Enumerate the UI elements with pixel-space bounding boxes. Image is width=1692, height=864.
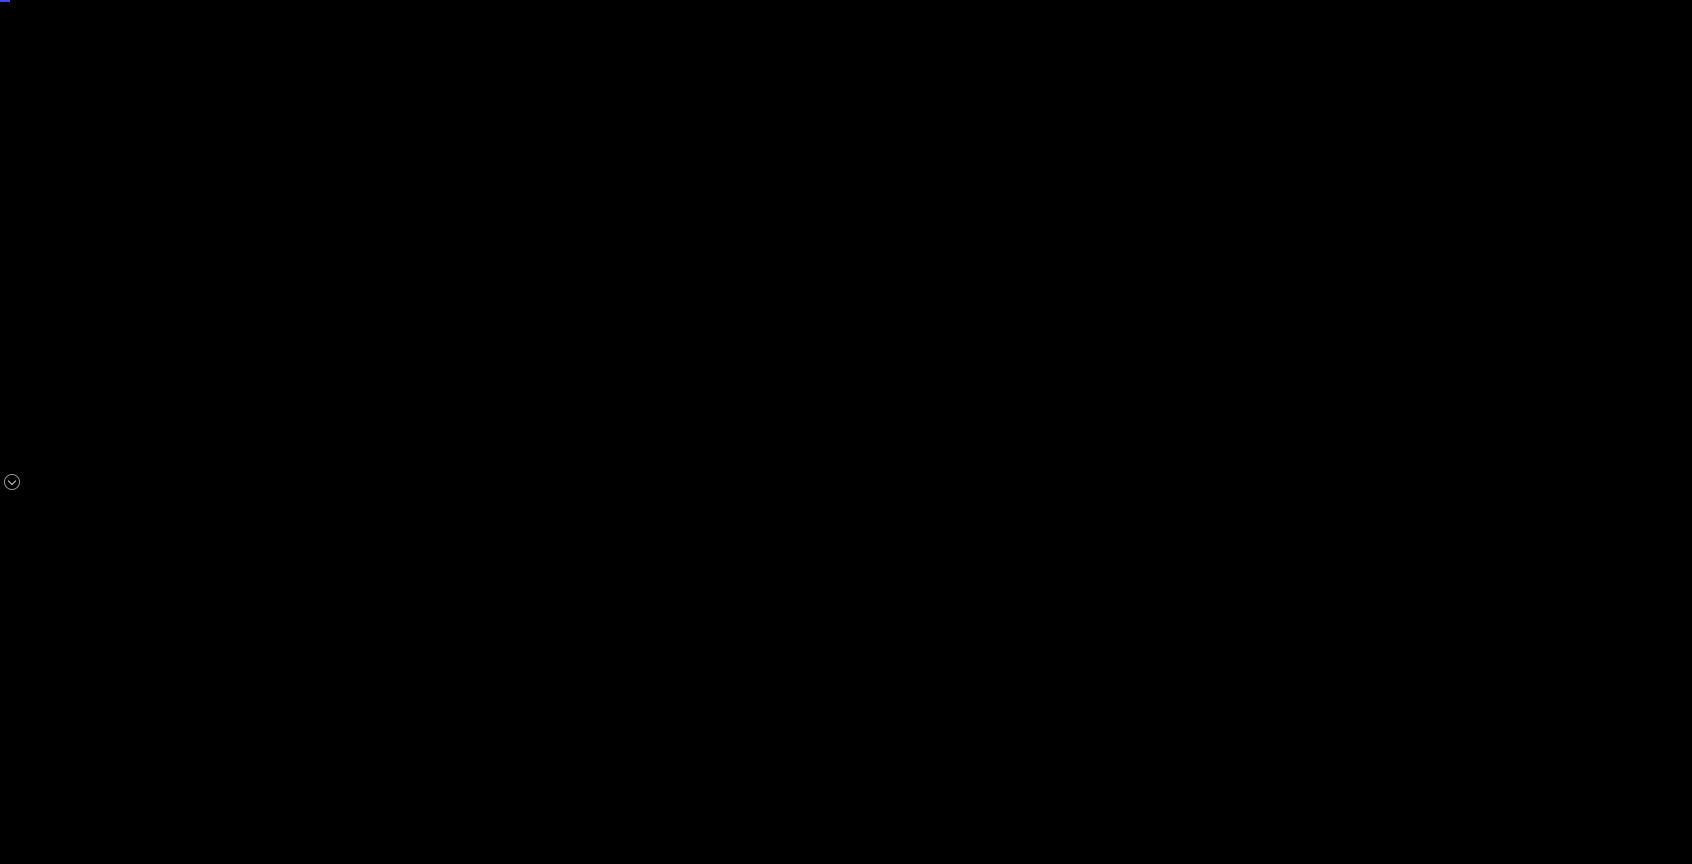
indicator-header bbox=[4, 472, 24, 490]
candlestick-chart[interactable] bbox=[0, 0, 1692, 470]
current-price-badge bbox=[0, 0, 10, 2]
collapse-indicator-button[interactable] bbox=[4, 474, 20, 490]
volume-indicator-chart[interactable] bbox=[0, 470, 1692, 864]
